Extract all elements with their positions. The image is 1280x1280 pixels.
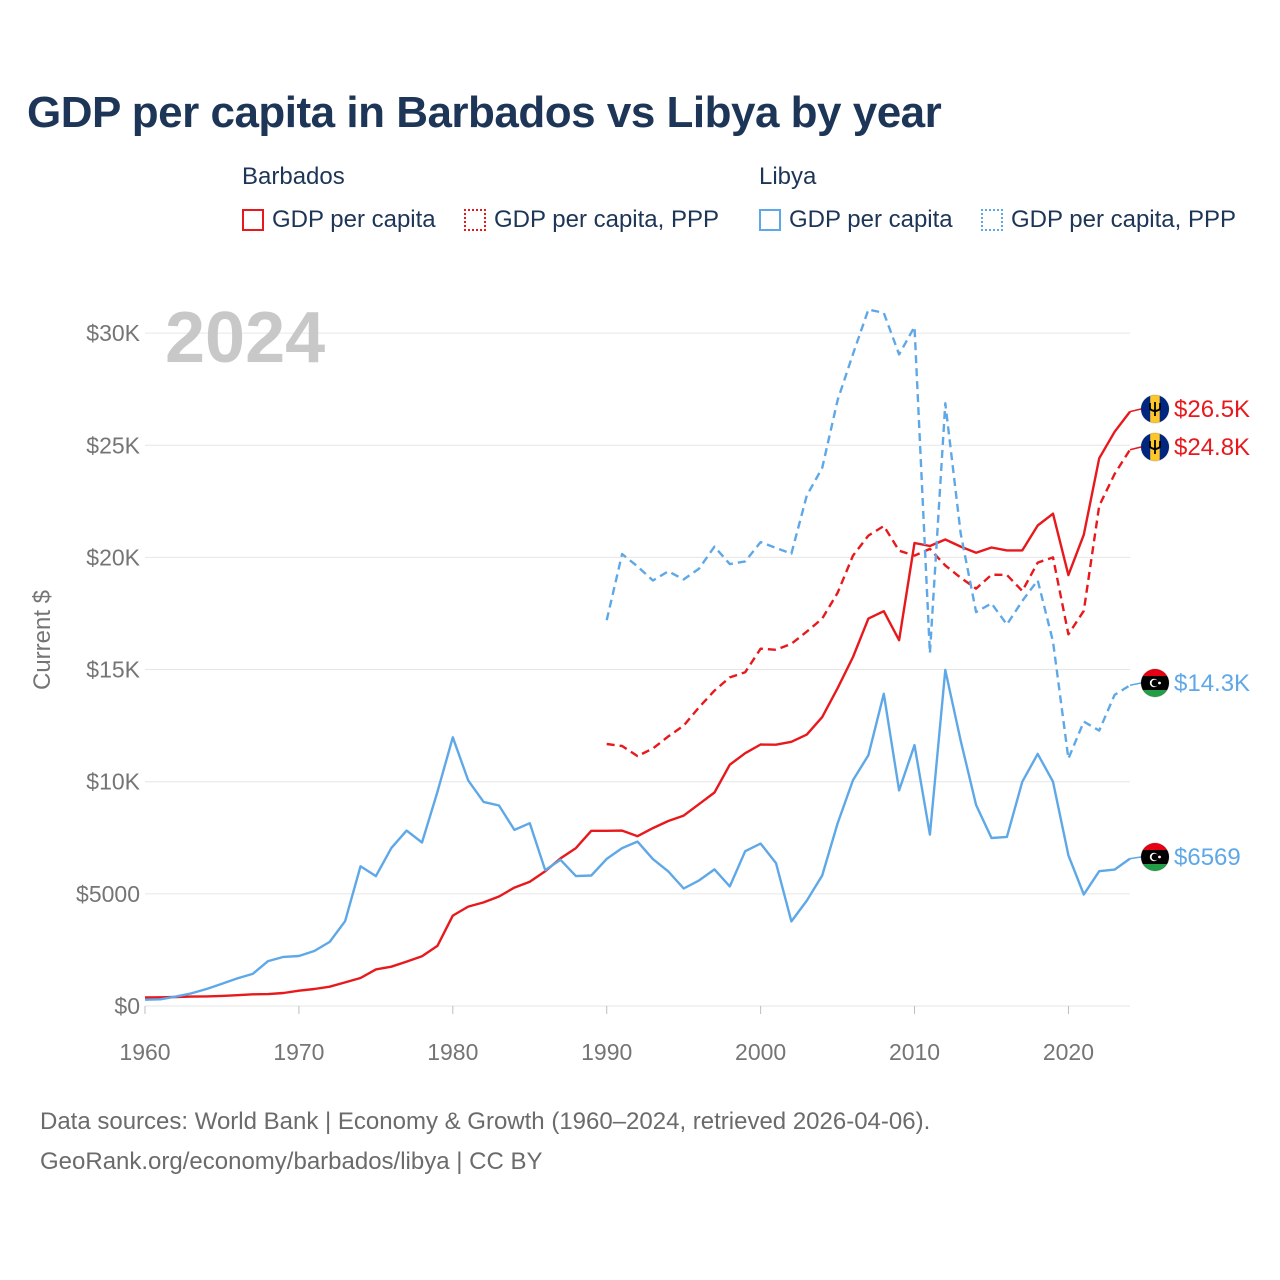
legend-group-libya: Libya bbox=[759, 163, 817, 190]
legend-group-barbados: Barbados bbox=[242, 163, 345, 190]
y-tick-label: $30K bbox=[86, 320, 140, 346]
y-axis-label: Current $ bbox=[29, 590, 56, 690]
legend-item-barbados-gdp-ppp[interactable]: GDP per capita, PPP bbox=[464, 206, 719, 234]
legend-item-barbados-gdp[interactable]: GDP per capita bbox=[242, 206, 436, 234]
end-value-label: $14.3K bbox=[1174, 670, 1250, 697]
y-tick-label: $10K bbox=[86, 769, 140, 795]
x-tick-label: 1970 bbox=[273, 1039, 324, 1065]
series-line-barbados-gdp-per-capita-ppp bbox=[606, 449, 1132, 758]
end-connector bbox=[1129, 682, 1142, 686]
x-tick-label: 2000 bbox=[735, 1039, 786, 1065]
end-connector bbox=[1129, 856, 1142, 860]
libya-flag bbox=[1141, 669, 1169, 697]
y-tick-label: $20K bbox=[86, 544, 140, 570]
x-tick-label: 1990 bbox=[581, 1039, 632, 1065]
end-connector bbox=[1129, 446, 1142, 451]
x-tick-label: 2010 bbox=[889, 1039, 940, 1065]
legend-swatch-solid-blue bbox=[759, 209, 781, 231]
year-watermark: 2024 bbox=[165, 298, 325, 378]
x-tick-label: 1960 bbox=[119, 1039, 170, 1065]
legend-label: GDP per capita bbox=[272, 206, 436, 233]
libya-flag bbox=[1141, 843, 1169, 871]
legend-swatch-dotted-blue bbox=[981, 209, 1003, 231]
y-tick-label: $25K bbox=[86, 432, 140, 458]
footer-sources: Data sources: World Bank | Economy & Gro… bbox=[40, 1108, 931, 1135]
end-connector bbox=[1129, 408, 1142, 413]
legend-label: GDP per capita bbox=[789, 206, 953, 233]
legend-label: GDP per capita, PPP bbox=[1011, 206, 1236, 233]
end-value-label: $6569 bbox=[1174, 844, 1241, 871]
y-tick-label: $5000 bbox=[76, 881, 140, 907]
x-tick-label: 1980 bbox=[427, 1039, 478, 1065]
chart-title: GDP per capita in Barbados vs Libya by y… bbox=[27, 88, 942, 137]
legend-label: GDP per capita, PPP bbox=[494, 206, 719, 233]
legend-swatch-dotted-red bbox=[464, 209, 486, 231]
series-line-libya-gdp-per-capita bbox=[144, 668, 1131, 1001]
end-value-label: $26.5K bbox=[1174, 396, 1250, 423]
barbados-flag bbox=[1141, 395, 1169, 423]
x-tick-label: 2020 bbox=[1043, 1039, 1094, 1065]
series-line-libya-gdp-per-capita-ppp bbox=[605, 308, 1131, 760]
legend-item-libya-gdp-ppp[interactable]: GDP per capita, PPP bbox=[981, 206, 1236, 234]
footer-credit: GeoRank.org/economy/barbados/libya | CC … bbox=[40, 1148, 543, 1175]
legend-item-libya-gdp[interactable]: GDP per capita bbox=[759, 206, 953, 234]
series-line-barbados-gdp-per-capita bbox=[144, 410, 1131, 999]
y-tick-label: $15K bbox=[86, 657, 140, 683]
y-tick-label: $0 bbox=[114, 993, 140, 1019]
legend-swatch-solid-red bbox=[242, 209, 264, 231]
barbados-flag bbox=[1141, 433, 1169, 461]
end-value-label: $24.8K bbox=[1174, 434, 1250, 461]
